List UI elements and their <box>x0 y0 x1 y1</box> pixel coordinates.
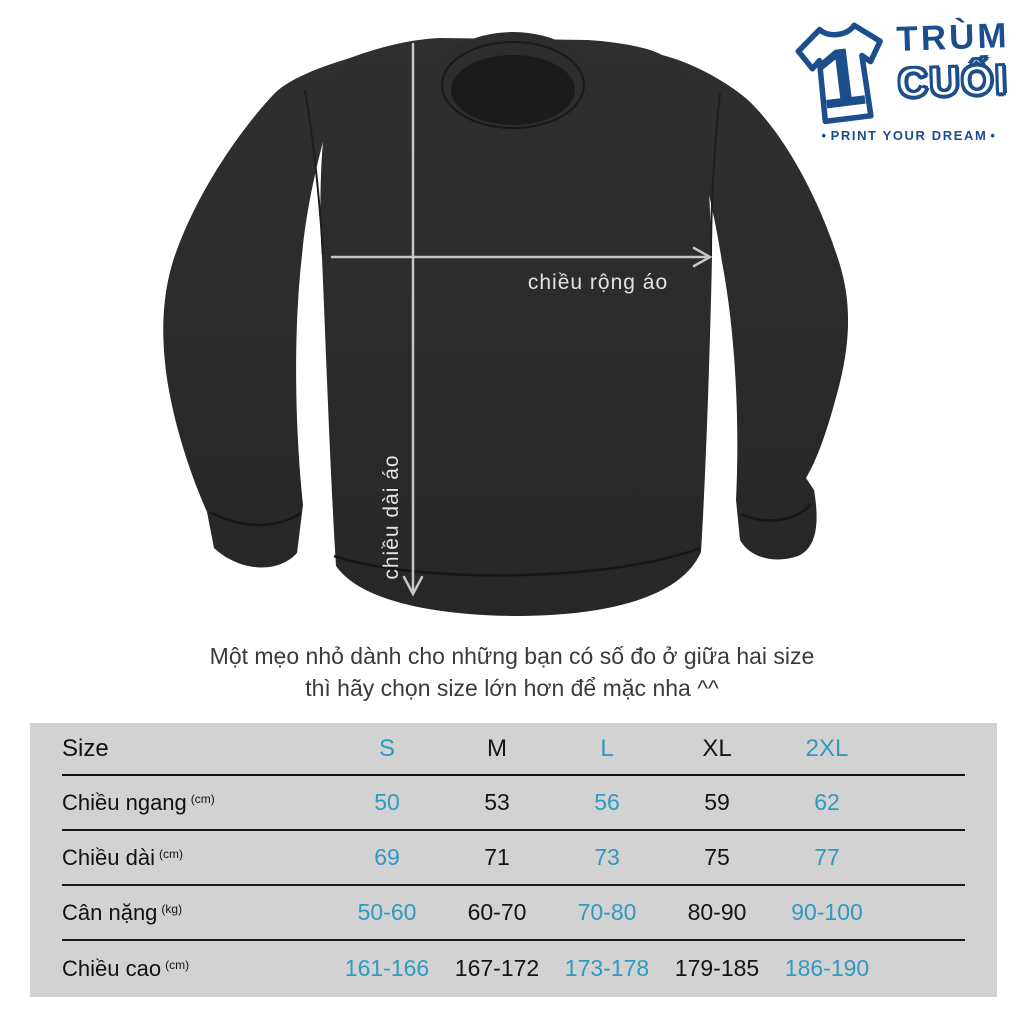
collar-opening <box>451 55 575 125</box>
cell-value: 53 <box>484 789 510 815</box>
row-label-text: Cân nặng <box>62 899 158 925</box>
tagline-text: PRINT YOUR DREAM <box>830 128 988 143</box>
cell-value: 50 <box>374 789 400 815</box>
column-header-m: M <box>487 734 507 762</box>
cell-value: 71 <box>484 844 510 870</box>
cell-value: 161-166 <box>344 955 430 981</box>
row-label-text: Chiều dài <box>62 844 155 870</box>
table-row-height: Chiều cao (cm) 161-166 167-172 173-178 17… <box>62 941 965 996</box>
cell-value: 70-80 <box>577 899 637 925</box>
table-row-length: Chiều dài (cm) 69 71 73 75 77 <box>62 831 965 886</box>
size-table: Size S M L XL 2XL Chiều ngang (cm) 50 53 … <box>30 723 997 997</box>
table-row-width: Chiều ngang (cm) 50 53 56 59 62 <box>62 776 965 831</box>
row-unit: (cm) <box>158 846 183 861</box>
column-header-l: L <box>600 734 614 762</box>
right-cuff-seam <box>740 503 812 522</box>
tagline-left-dot: • <box>821 128 828 143</box>
brand-tagline: • PRINT YOUR DREAM • <box>795 128 1023 143</box>
cell-value: 75 <box>704 844 730 870</box>
left-sleeve <box>163 58 350 568</box>
logo-number: 1 <box>813 29 870 127</box>
cell-value: 56 <box>594 789 620 815</box>
cell-value: 69 <box>374 844 400 870</box>
right-armhole-seam <box>710 92 721 257</box>
column-header-xl: XL <box>702 734 732 762</box>
tip-line-2: thì hãy chọn size lớn hơn để mặc nha ^^ <box>305 675 719 701</box>
hem-seam <box>333 546 701 577</box>
brand-line1: TRÙM <box>895 16 1011 59</box>
length-arrow <box>402 42 424 597</box>
cell-value: 80-90 <box>687 899 747 925</box>
length-arrow-label: chiều dài áo <box>380 454 403 579</box>
cell-value: 62 <box>814 789 840 815</box>
collar-seam <box>441 41 585 129</box>
size-header-label: Size <box>62 734 109 762</box>
sizing-tip: Một mẹo nhỏ dành cho những bạn có số đo … <box>0 640 1024 704</box>
row-label: Cân nặng (kg) <box>62 900 332 926</box>
left-armhole-seam <box>304 89 324 256</box>
cell-value: 179-185 <box>674 955 760 981</box>
row-unit: (kg) <box>161 901 183 916</box>
cell-value: 73 <box>594 844 620 870</box>
tip-line-1: Một mẹo nhỏ dành cho những bạn có số đo … <box>209 643 815 669</box>
sweatshirt-diagram: chiều rộng áo chiều dài áo <box>163 32 849 616</box>
row-label: Chiều ngang (cm) <box>62 790 332 816</box>
row-label: Chiều cao (cm) <box>62 956 332 982</box>
width-arrow-label: chiều rộng áo <box>528 271 668 294</box>
width-arrow <box>330 246 713 268</box>
column-header-2xl: 2XL <box>805 734 849 762</box>
brand-wordmark: TRÙM CUỐI <box>883 16 1023 107</box>
row-unit: (cm) <box>190 791 215 806</box>
size-table-header-row: Size S M L XL 2XL <box>62 723 965 776</box>
cell-value: 59 <box>704 789 730 815</box>
cell-value: 50-60 <box>357 899 417 925</box>
row-unit: (cm) <box>165 957 190 972</box>
tshirt-icon: 1 <box>795 22 883 127</box>
column-header-s: S <box>378 734 395 762</box>
cell-value: 173-178 <box>564 955 650 981</box>
brand-line2: CUỐI <box>896 55 1010 107</box>
cell-value: 90-100 <box>791 899 863 925</box>
row-label: Chiều dài (cm) <box>62 845 332 871</box>
cell-value: 186-190 <box>784 955 870 981</box>
table-row-weight: Cân nặng (kg) 50-60 60-70 70-80 80-90 90-… <box>62 886 965 941</box>
row-label-text: Chiều cao <box>62 955 162 981</box>
cell-value: 167-172 <box>454 955 540 981</box>
tagline-right-dot: • <box>990 128 997 143</box>
left-cuff-seam <box>209 510 302 527</box>
brand-logo: 1 TRÙM CUỐI • PRINT YOUR DREAM • <box>795 12 1023 144</box>
row-label-text: Chiều ngang <box>62 789 187 815</box>
cell-value: 60-70 <box>467 899 527 925</box>
shirt-body <box>320 38 712 616</box>
cell-value: 77 <box>814 844 840 870</box>
